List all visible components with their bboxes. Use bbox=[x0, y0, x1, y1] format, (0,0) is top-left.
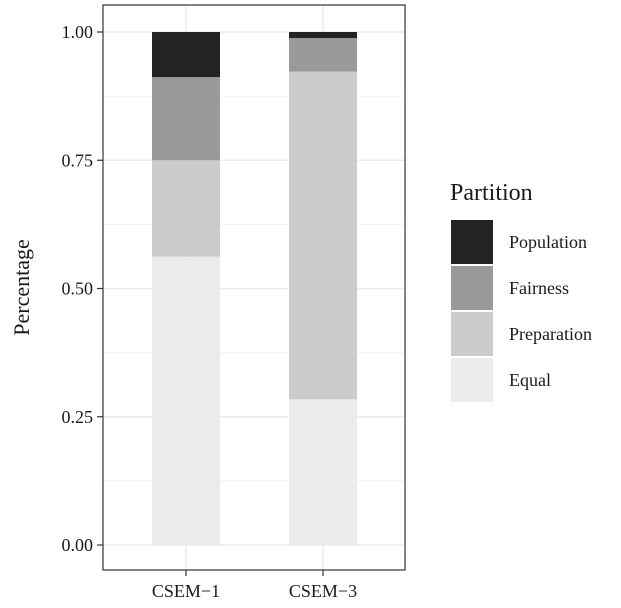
panel-border bbox=[102, 4, 406, 571]
legend: Partition Population Fairness Preparation E… bbox=[450, 180, 592, 402]
bars bbox=[152, 32, 357, 545]
legend-label: Preparation bbox=[509, 324, 592, 344]
legend-key-preparation bbox=[451, 312, 493, 356]
y-tick-label: 0.50 bbox=[62, 279, 94, 299]
y-tick-label: 0.75 bbox=[62, 150, 94, 170]
legend-label: Population bbox=[509, 232, 587, 252]
axes: 0.00 0.25 0.50 0.75 1.00 CSEM−1 CSEM−3 bbox=[62, 22, 358, 601]
legend-key-fairness bbox=[451, 266, 493, 310]
bar-segment-fairness bbox=[152, 77, 220, 161]
x-tick-label: CSEM−1 bbox=[152, 581, 220, 601]
legend-key-population bbox=[451, 220, 493, 264]
bar-segment-population bbox=[289, 32, 357, 39]
bar-segment-equal bbox=[289, 399, 357, 545]
legend-label: Fairness bbox=[509, 278, 569, 298]
bar-segment-equal bbox=[152, 256, 220, 545]
bar-segment-preparation bbox=[289, 71, 357, 400]
legend-key-equal bbox=[451, 358, 493, 402]
grid-lines bbox=[103, 5, 405, 570]
legend-title: Partition bbox=[450, 180, 533, 206]
x-tick-label: CSEM−3 bbox=[289, 581, 357, 601]
bar-segment-fairness bbox=[289, 38, 357, 72]
legend-label: Equal bbox=[509, 370, 551, 390]
y-tick-label: 0.25 bbox=[62, 407, 94, 427]
bar-segment-preparation bbox=[152, 160, 220, 257]
y-tick-label: 1.00 bbox=[62, 22, 94, 42]
y-tick-label: 0.00 bbox=[62, 535, 94, 555]
y-axis-title: Percentage bbox=[9, 239, 34, 336]
bar-segment-population bbox=[152, 32, 220, 78]
